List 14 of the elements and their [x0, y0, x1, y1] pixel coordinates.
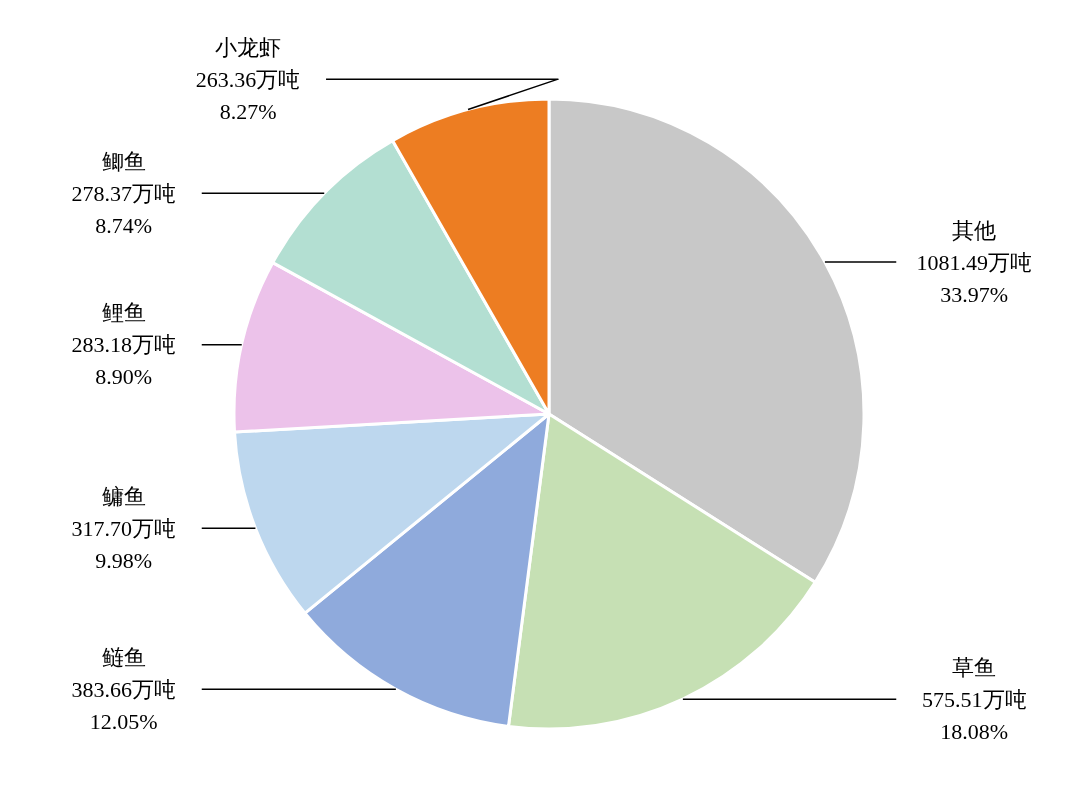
- slice-label: 草鱼: [952, 654, 997, 680]
- data-label: 278.37万吨 8.74%: [71, 180, 176, 238]
- data-label: 383.66万吨 12.05%: [71, 676, 176, 734]
- slice-label: 鳙鱼: [101, 483, 146, 509]
- slice-label: 鲢鱼: [101, 644, 146, 670]
- data-label: 1081.49万吨 33.97%: [916, 249, 1032, 307]
- slice-label: 其他: [952, 217, 997, 243]
- data-label: 263.36万吨 8.27%: [195, 66, 301, 124]
- slice-label: 鲫鱼: [101, 148, 146, 174]
- data-label: 317.70万吨 9.98%: [71, 515, 176, 573]
- slice-label: 鲤鱼: [101, 300, 146, 326]
- data-label: 575.51万吨 18.08%: [922, 686, 1027, 744]
- data-label: 283.18万吨 8.90%: [71, 332, 176, 390]
- slice-label: 小龙虾: [215, 34, 282, 60]
